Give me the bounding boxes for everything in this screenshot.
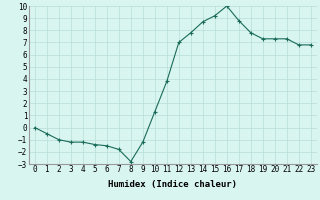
X-axis label: Humidex (Indice chaleur): Humidex (Indice chaleur): [108, 180, 237, 189]
